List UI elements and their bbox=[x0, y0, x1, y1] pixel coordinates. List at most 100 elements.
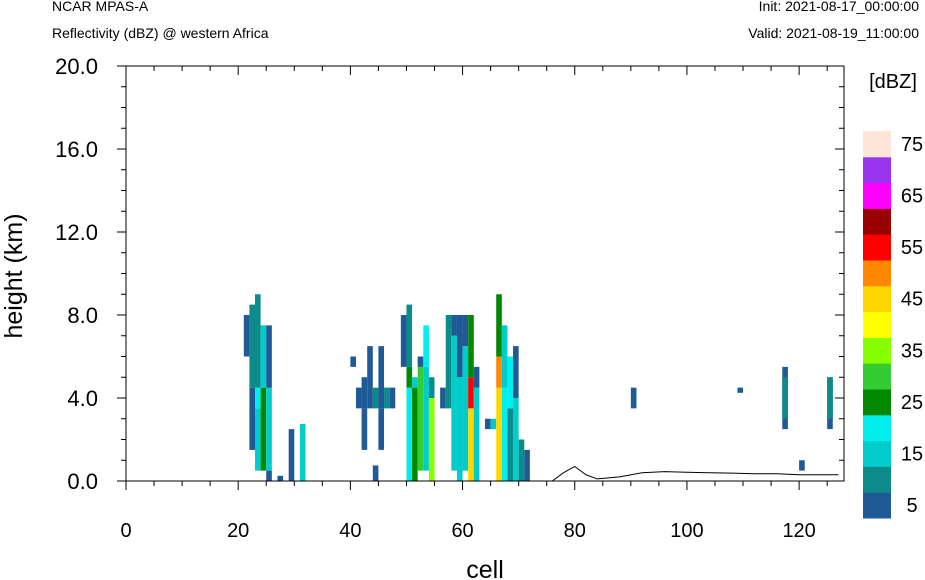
colorbar: 5 15 25 35 45 55 65 75 bbox=[863, 131, 923, 519]
reflectivity-cell bbox=[378, 408, 385, 450]
colorbar-swatch bbox=[863, 440, 891, 467]
x-tick-label: 0 bbox=[120, 520, 131, 542]
colorbar-swatch bbox=[863, 285, 891, 313]
reflectivity-cell bbox=[406, 366, 413, 388]
y-tick-label: 16.0 bbox=[55, 137, 98, 162]
x-tick-label: 100 bbox=[670, 520, 703, 542]
reflectivity-cell bbox=[462, 315, 469, 347]
reflectivity-cell bbox=[496, 294, 502, 357]
colorbar-title: [dBZ] bbox=[869, 71, 917, 93]
reflectivity-cell bbox=[630, 387, 637, 409]
reflectivity-cell bbox=[485, 418, 491, 430]
colorbar-swatch bbox=[863, 414, 891, 442]
reflectivity-cell bbox=[428, 398, 435, 481]
terrain-profile bbox=[126, 465, 839, 482]
colorbar-swatch bbox=[863, 260, 891, 287]
reflectivity-cell bbox=[468, 377, 474, 409]
reflectivity-cell bbox=[456, 315, 463, 378]
colorbar-swatch bbox=[863, 466, 891, 493]
reflectivity-cell bbox=[456, 377, 463, 481]
reflectivity-cell bbox=[513, 398, 519, 481]
reflectivity-cell bbox=[468, 315, 474, 378]
y-tick-label: 0.0 bbox=[67, 469, 98, 494]
reflectivity-cell bbox=[255, 387, 261, 409]
reflectivity-cell bbox=[299, 423, 306, 481]
reflectivity-cell bbox=[372, 465, 379, 481]
colorbar-swatch bbox=[863, 131, 891, 158]
reflectivity-cell bbox=[255, 408, 261, 471]
reflectivity-cell bbox=[361, 408, 368, 450]
reflectivity-cell bbox=[462, 346, 469, 471]
colorbar-label: 5 bbox=[906, 495, 917, 517]
x-tick-label: 80 bbox=[564, 520, 586, 542]
reflectivity-cell bbox=[361, 377, 368, 409]
colorbar-swatch bbox=[863, 208, 891, 235]
reflectivity-cell bbox=[490, 418, 497, 430]
reflectivity-cell bbox=[451, 315, 457, 336]
reflectivity-cell bbox=[501, 387, 508, 481]
colorbar-swatch bbox=[863, 311, 891, 338]
reflectivity-cell bbox=[782, 377, 788, 419]
colorbar-label: 15 bbox=[901, 444, 923, 466]
valid-time: Valid: 2021-08-19_11:00:00 bbox=[748, 25, 919, 41]
y-tick-label: 20.0 bbox=[55, 54, 98, 79]
colorbar-swatch bbox=[863, 389, 891, 416]
reflectivity-cell bbox=[473, 366, 480, 388]
x-tick-label: 40 bbox=[339, 520, 361, 542]
colorbar-swatch bbox=[863, 234, 891, 261]
reflectivity-cell bbox=[406, 304, 413, 367]
reflectivity-cell bbox=[249, 387, 256, 450]
colorbar-label: 65 bbox=[901, 186, 923, 208]
reflectivity-cell bbox=[501, 325, 508, 388]
reflectivity-cell bbox=[417, 366, 424, 471]
reflectivity-cell bbox=[496, 387, 502, 481]
reflectivity-cell bbox=[277, 475, 284, 481]
reflectivity-cell bbox=[412, 387, 418, 481]
field-title: Reflectivity (dBZ) @ western Africa bbox=[52, 25, 269, 41]
y-tick-label: 8.0 bbox=[67, 303, 98, 328]
x-axis-label: cell bbox=[466, 556, 504, 580]
reflectivity-cell bbox=[507, 356, 514, 409]
reflectivity-cell bbox=[389, 387, 396, 409]
colorbar-label: 25 bbox=[901, 392, 923, 414]
y-tick-label: 4.0 bbox=[67, 386, 98, 411]
reflectivity-cell bbox=[451, 335, 457, 471]
colorbar-label: 45 bbox=[901, 289, 923, 311]
reflectivity-cell bbox=[378, 346, 385, 409]
reflectivity-cell bbox=[473, 387, 480, 481]
reflectivity-cell bbox=[266, 470, 272, 481]
colorbar-swatch bbox=[863, 492, 891, 519]
init-time: Init: 2021-08-17_00:00:00 bbox=[758, 0, 919, 14]
reflectivity-cell bbox=[350, 356, 356, 367]
reflectivity-cells bbox=[243, 294, 833, 481]
reflectivity-cell bbox=[799, 460, 805, 471]
reflectivity-cell bbox=[400, 315, 407, 367]
reflectivity-cell bbox=[417, 356, 424, 367]
y-axis-label: height (km) bbox=[0, 213, 28, 338]
reflectivity-cell bbox=[367, 346, 373, 409]
reflectivity-cell bbox=[406, 387, 413, 481]
reflectivity-cell bbox=[372, 387, 379, 409]
model-name: NCAR MPAS-A bbox=[52, 0, 149, 14]
reflectivity-cell bbox=[355, 387, 362, 409]
reflectivity-cell bbox=[384, 387, 390, 409]
x-tick-label: 20 bbox=[227, 520, 249, 542]
reflectivity-cell bbox=[243, 315, 250, 357]
colorbar-swatch bbox=[863, 182, 891, 209]
reflectivity-cell bbox=[255, 294, 261, 388]
colorbar-label: 55 bbox=[901, 237, 923, 259]
colorbar-swatch bbox=[863, 363, 891, 390]
reflectivity-cell bbox=[423, 325, 429, 367]
reflectivity-cell bbox=[737, 387, 744, 393]
terrain-line bbox=[126, 465, 839, 482]
reflectivity-cell bbox=[423, 366, 429, 471]
y-tick-label: 12.0 bbox=[55, 220, 98, 245]
x-tick-label: 60 bbox=[451, 520, 473, 542]
reflectivity-cell bbox=[260, 387, 267, 471]
reflectivity-cell bbox=[288, 429, 295, 481]
reflectivity-cell bbox=[507, 408, 514, 481]
reflectivity-cell bbox=[266, 387, 272, 471]
reflectivity-cell bbox=[524, 449, 530, 481]
colorbar-swatch bbox=[863, 337, 891, 364]
